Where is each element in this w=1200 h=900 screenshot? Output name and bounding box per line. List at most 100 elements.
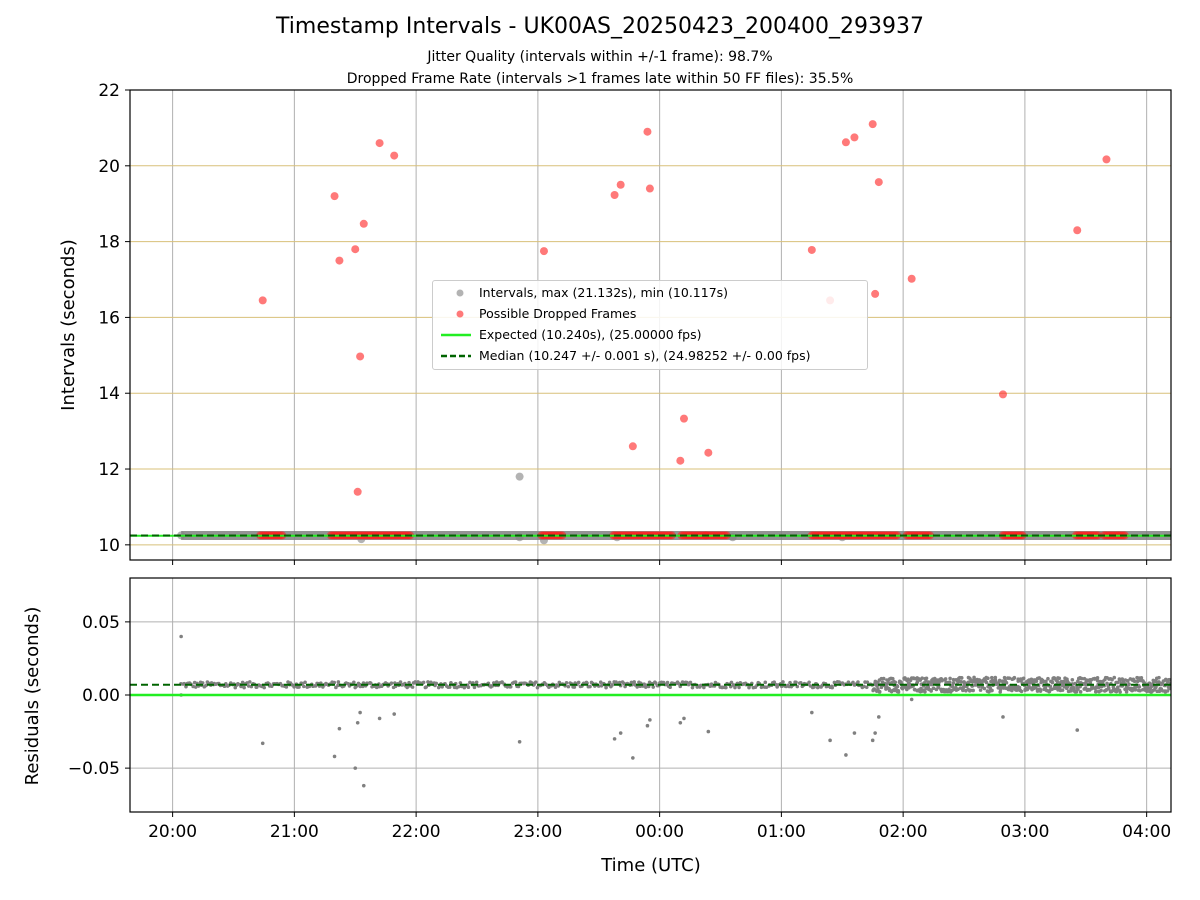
dropped-frame-point bbox=[356, 352, 365, 361]
dropped-frame-point bbox=[330, 192, 339, 201]
residual-point bbox=[1033, 685, 1038, 690]
legend-label: Possible Dropped Frames bbox=[479, 306, 637, 321]
residual-point bbox=[1055, 679, 1060, 684]
dropped-frame-point bbox=[353, 487, 362, 496]
residual-point bbox=[931, 686, 936, 690]
residual-point bbox=[1115, 680, 1120, 685]
residual-point bbox=[1127, 682, 1131, 687]
residual-point bbox=[940, 678, 944, 683]
residual-point bbox=[1132, 679, 1137, 684]
dropped-frame-point bbox=[375, 139, 384, 148]
residual-point bbox=[1137, 685, 1142, 689]
residual-point bbox=[865, 680, 870, 684]
residual-point bbox=[788, 680, 792, 685]
residual-point bbox=[651, 685, 656, 689]
dropped-frame-point bbox=[704, 448, 713, 457]
residual-point bbox=[1019, 689, 1024, 694]
residual-point bbox=[909, 697, 914, 702]
dropped-frame-point bbox=[841, 138, 850, 147]
residual-point bbox=[303, 680, 307, 685]
x-tick-label: 01:00 bbox=[757, 822, 806, 842]
residual-point bbox=[632, 680, 637, 684]
x-tick-label: 20:00 bbox=[148, 822, 197, 842]
residual-point bbox=[728, 684, 733, 689]
residual-point bbox=[862, 684, 866, 689]
residual-point bbox=[887, 686, 891, 691]
residual-point bbox=[794, 680, 798, 685]
residual-point bbox=[599, 683, 604, 688]
residual-point bbox=[247, 680, 252, 684]
residual-point bbox=[1157, 680, 1161, 684]
residual-point bbox=[1044, 679, 1048, 684]
intervals-panel: 10 12 14 16 18 20 22 bbox=[98, 81, 1172, 565]
residual-point bbox=[978, 688, 983, 692]
intervals-y-axis-label: Intervals (seconds) bbox=[58, 239, 79, 411]
residual-point bbox=[982, 686, 987, 691]
residual-point bbox=[1135, 679, 1140, 684]
residual-point bbox=[896, 689, 900, 693]
chart-subtitle-dropped: Dropped Frame Rate (intervals >1 frames … bbox=[346, 71, 854, 87]
residual-point bbox=[895, 683, 899, 688]
plot-area bbox=[130, 578, 1171, 812]
residual-point bbox=[724, 685, 728, 690]
interval-point bbox=[515, 472, 524, 481]
residual-point bbox=[729, 680, 734, 685]
residual-point bbox=[618, 731, 623, 735]
residual-point bbox=[1106, 687, 1111, 691]
residual-point bbox=[747, 685, 751, 690]
residual-point bbox=[890, 677, 895, 681]
x-tick-label: 23:00 bbox=[513, 822, 562, 842]
residual-point bbox=[959, 676, 964, 680]
dropped-frame-point bbox=[610, 190, 619, 199]
legend-item-dropped: Possible Dropped Frames bbox=[433, 304, 867, 324]
residual-point bbox=[1056, 685, 1061, 689]
residual-point bbox=[240, 680, 245, 685]
residuals-y-axis-label: Residuals (seconds) bbox=[22, 607, 43, 786]
residual-point bbox=[990, 688, 994, 693]
residual-point bbox=[971, 688, 975, 693]
residual-point bbox=[733, 685, 737, 690]
dropped-frame-point bbox=[359, 219, 368, 228]
legend-item-expected: Expected (10.240s), (25.00000 fps) bbox=[433, 325, 867, 345]
residual-point bbox=[1139, 676, 1144, 680]
residual-point bbox=[302, 684, 306, 689]
residual-point bbox=[923, 689, 927, 694]
residual-point bbox=[576, 680, 581, 685]
residual-point bbox=[812, 685, 816, 689]
residual-point bbox=[1094, 689, 1098, 693]
residual-point bbox=[262, 685, 267, 690]
dropped-frame-point bbox=[871, 289, 880, 298]
legend-label: Intervals, max (21.132s), min (10.117s) bbox=[479, 285, 729, 300]
dropped-frame-point bbox=[1102, 155, 1111, 164]
residual-point bbox=[449, 680, 453, 685]
residual-point bbox=[915, 680, 920, 684]
residual-point bbox=[440, 685, 444, 689]
dropped-frame-point bbox=[868, 120, 877, 129]
y-tick-label: 0.00 bbox=[82, 686, 120, 706]
residual-point bbox=[472, 685, 477, 690]
residual-point bbox=[617, 680, 622, 685]
residual-point bbox=[678, 720, 683, 725]
residual-point bbox=[508, 684, 513, 689]
chart-legend: Intervals, max (21.132s), min (10.117s) … bbox=[432, 280, 868, 370]
residual-point bbox=[1015, 688, 1020, 692]
residual-point bbox=[986, 676, 990, 681]
residual-point bbox=[642, 682, 646, 686]
residual-point bbox=[1043, 685, 1048, 689]
residual-point bbox=[807, 680, 811, 685]
residual-point bbox=[421, 680, 426, 685]
x-tick-label: 03:00 bbox=[1000, 822, 1049, 842]
residual-point bbox=[950, 684, 955, 689]
residual-point bbox=[951, 681, 956, 685]
residual-point bbox=[901, 685, 905, 689]
residual-point bbox=[1133, 688, 1138, 692]
residual-point bbox=[665, 680, 670, 685]
residual-point bbox=[468, 680, 472, 685]
residual-point bbox=[612, 737, 617, 741]
residual-point bbox=[1041, 679, 1045, 684]
x-tick-label: 00:00 bbox=[635, 822, 684, 842]
residual-point bbox=[1060, 688, 1065, 692]
residual-point bbox=[960, 687, 965, 692]
residual-point bbox=[929, 689, 933, 693]
